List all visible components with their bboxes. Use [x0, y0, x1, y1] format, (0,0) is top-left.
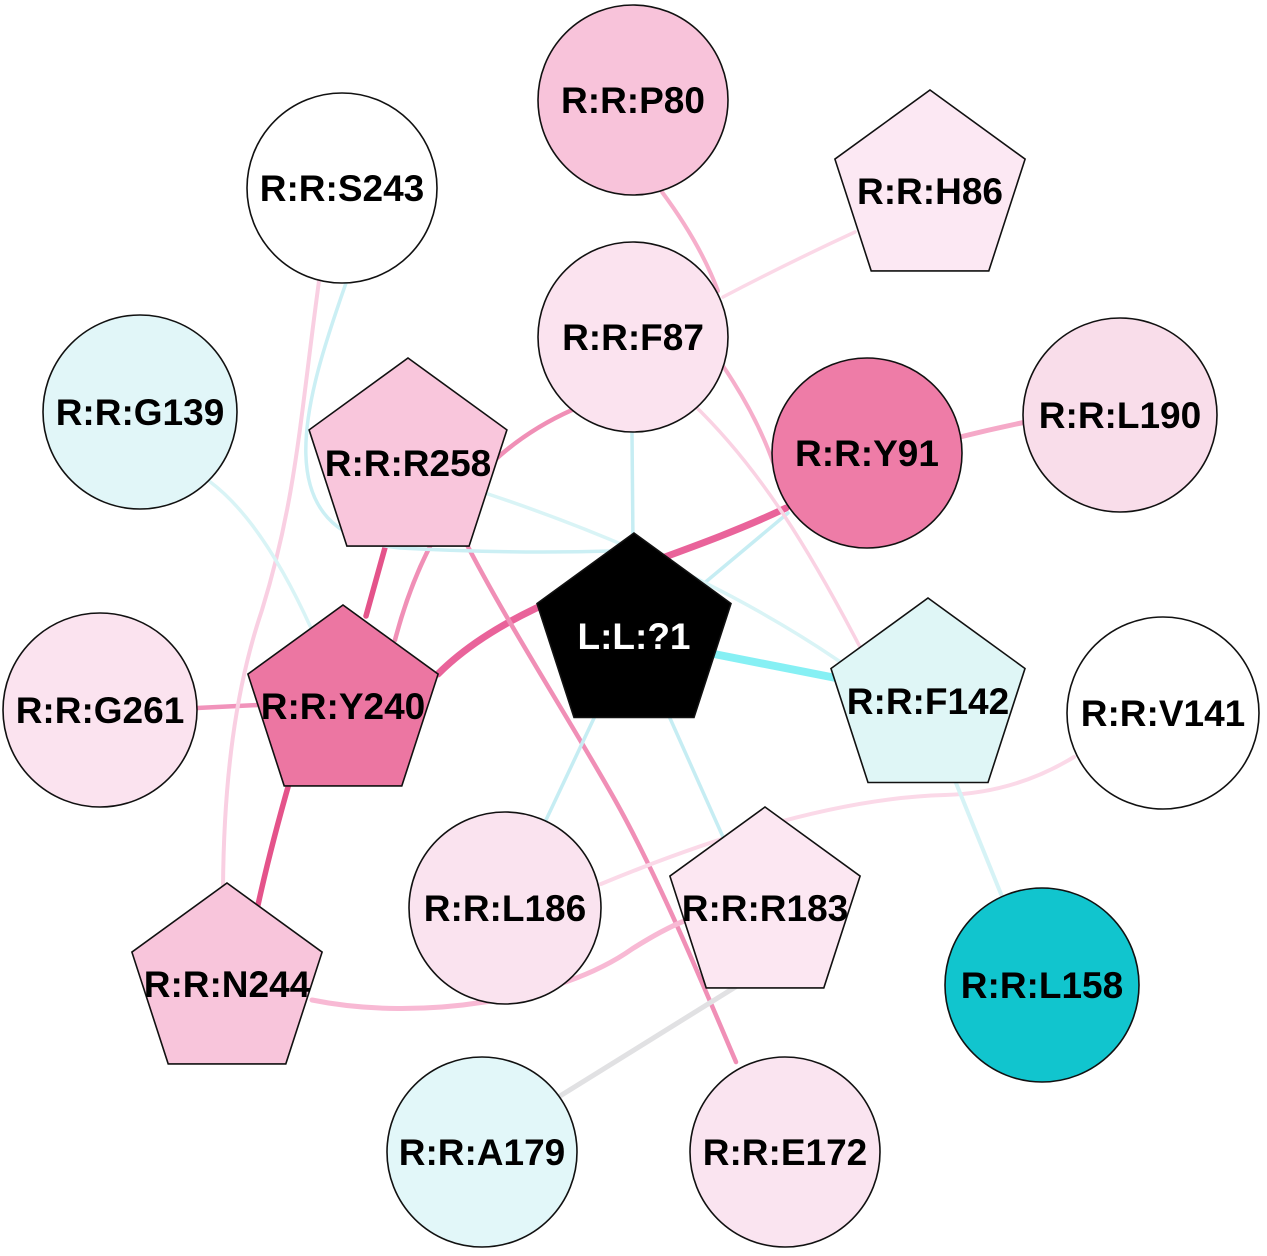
node-shape-LL1[interactable]: [536, 532, 732, 719]
node-G139: R:R:G139: [42, 314, 238, 510]
node-Y240: R:R:Y240: [246, 604, 440, 787]
edge-LL1-L186: [544, 714, 597, 822]
edge-LL1-Y91: [700, 511, 790, 587]
edge-LL1-F87: [630, 431, 635, 547]
edge-LL1-R183: [667, 714, 725, 839]
node-shape-R258[interactable]: [308, 357, 508, 547]
node-shape-F142[interactable]: [830, 597, 1026, 784]
node-shape-L158[interactable]: [944, 887, 1140, 1083]
edge-Y91-L190: [957, 419, 1029, 440]
node-F142: R:R:F142: [830, 597, 1026, 784]
node-G261: R:R:G261: [2, 612, 198, 808]
node-A179: R:R:A179: [386, 1056, 578, 1248]
node-shape-G261[interactable]: [2, 612, 198, 808]
edge-L186-V141: [599, 755, 1076, 886]
node-P80: R:R:P80: [537, 4, 729, 196]
node-shape-F87[interactable]: [537, 241, 729, 433]
node-E172: R:R:E172: [689, 1056, 881, 1248]
edge-Y240-N244: [255, 777, 293, 908]
edge-N244-R183: [309, 918, 687, 1012]
node-shape-N244[interactable]: [130, 882, 324, 1065]
node-shape-E172[interactable]: [689, 1056, 881, 1248]
node-H86: R:R:H86: [833, 89, 1027, 272]
node-shape-R183[interactable]: [668, 806, 862, 989]
node-R183: R:R:R183: [668, 806, 862, 989]
edge-F87-F142: [690, 401, 862, 649]
node-L158: R:R:L158: [944, 887, 1140, 1083]
node-shape-Y240[interactable]: [246, 604, 440, 787]
node-shape-G139[interactable]: [42, 314, 238, 510]
edge-R258-E172: [460, 534, 739, 1065]
node-shape-P80[interactable]: [537, 4, 729, 196]
node-L186: R:R:L186: [408, 811, 602, 1005]
node-shape-S243[interactable]: [246, 92, 438, 284]
node-L190: R:R:L190: [1022, 317, 1218, 513]
node-S243: R:R:S243: [246, 92, 438, 284]
edge-H86-F87: [721, 230, 857, 299]
edge-LL1-F142: [710, 650, 840, 682]
node-shape-L186[interactable]: [408, 811, 602, 1005]
edge-G261-Y240: [194, 702, 261, 711]
edge-S243-N244: [221, 279, 321, 888]
node-shape-A179[interactable]: [386, 1056, 578, 1248]
node-F87: R:R:F87: [537, 241, 729, 433]
edge-F87-Y91: [719, 361, 779, 476]
node-N244: R:R:N244: [130, 882, 324, 1065]
edge-P80-F87: [660, 190, 720, 293]
node-R258: R:R:R258: [308, 357, 508, 547]
node-shape-Y91[interactable]: [771, 357, 963, 549]
node-shape-L190[interactable]: [1022, 317, 1218, 513]
node-shape-H86[interactable]: [833, 89, 1027, 272]
node-LL1: L:L:?1: [536, 532, 732, 719]
edge-G139-Y240: [207, 479, 313, 630]
node-Y91: R:R:Y91: [771, 357, 963, 549]
edge-F142-L158: [954, 781, 1005, 901]
node-V141: R:R:V141: [1066, 616, 1260, 810]
node-shape-V141[interactable]: [1066, 616, 1260, 810]
edge-A179-R183: [557, 983, 740, 1099]
edge-R258-Y240: [363, 541, 389, 619]
